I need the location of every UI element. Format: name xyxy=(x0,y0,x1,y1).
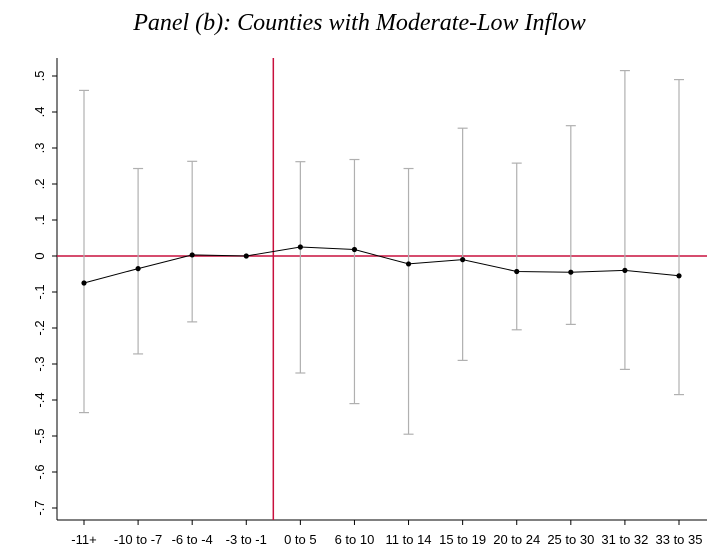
data-point xyxy=(189,252,195,258)
x-tick-label: 11 to 14 xyxy=(386,532,432,547)
y-tick-label: 0 xyxy=(32,252,47,259)
x-tick-label: 0 to 5 xyxy=(284,532,317,547)
y-tick-label: -.3 xyxy=(32,356,47,371)
y-tick-label: -.5 xyxy=(32,428,47,443)
x-tick-label: 20 to 24 xyxy=(493,532,540,547)
ci-bar xyxy=(619,69,630,370)
axes-layer xyxy=(52,58,707,525)
chart-title: Panel (b): Counties with Moderate-Low In… xyxy=(133,10,586,36)
x-tick-label: -6 to -4 xyxy=(172,532,213,547)
ci-bar xyxy=(674,78,684,396)
x-tick-label: 33 to 35 xyxy=(656,532,703,547)
x-tick-label: 6 to 10 xyxy=(335,532,375,547)
ci-bar xyxy=(565,125,576,325)
ci-bar xyxy=(457,127,468,361)
x-tick-label: 25 to 30 xyxy=(547,532,594,547)
data-point xyxy=(676,273,682,279)
x-tick-label: 31 to 32 xyxy=(601,532,648,547)
ci-bar xyxy=(295,161,306,374)
y-tick-label: .2 xyxy=(32,179,47,190)
data-point xyxy=(243,253,249,259)
series-line xyxy=(83,246,680,284)
y-tick-label: -.4 xyxy=(32,392,47,407)
data-point xyxy=(622,267,628,273)
ci-bar xyxy=(349,158,360,405)
reference-lines-layer xyxy=(57,58,707,520)
confidence-intervals-layer xyxy=(79,69,684,435)
data-point xyxy=(514,268,520,275)
y-tick-label: .5 xyxy=(32,71,47,82)
data-point xyxy=(81,280,87,286)
data-point xyxy=(405,261,412,267)
tick-labels-layer: .5 .4 .3 .2 .1 0 -.1 -.2 -.3 -.4 -.5 -.6 -.7 -11+ -10 … xyxy=(32,71,703,547)
series-line-layer xyxy=(83,246,680,284)
y-tick-label: .3 xyxy=(32,143,47,154)
y-tick-label: -.6 xyxy=(32,464,47,479)
data-point xyxy=(351,246,358,253)
ci-bar xyxy=(79,89,89,414)
x-tick-label: -3 to -1 xyxy=(226,532,267,547)
x-tick-label: 15 to 19 xyxy=(439,532,486,547)
data-point xyxy=(460,257,466,263)
y-tick-label: -.7 xyxy=(32,500,47,515)
y-tick-label: -.2 xyxy=(32,320,47,335)
ci-bar xyxy=(511,162,522,331)
ci-bar xyxy=(133,167,144,355)
data-points-layer xyxy=(81,244,682,286)
ci-bar xyxy=(187,160,198,323)
data-point xyxy=(297,244,303,250)
x-tick-label: -11+ xyxy=(71,532,96,547)
ci-bar xyxy=(403,167,414,435)
x-tick-label: -10 to -7 xyxy=(114,532,162,547)
data-point xyxy=(135,266,141,272)
data-point xyxy=(568,269,574,275)
y-tick-label: -.1 xyxy=(32,284,47,299)
y-tick-label: .4 xyxy=(32,107,47,118)
y-tick-label: .1 xyxy=(32,215,47,226)
